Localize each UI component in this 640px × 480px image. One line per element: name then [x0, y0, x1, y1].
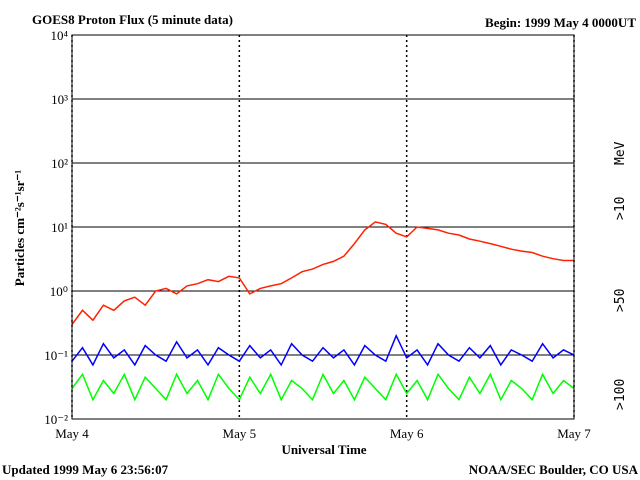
y-tick-label: 10² — [51, 156, 68, 171]
legend-entry: >10 — [613, 197, 628, 220]
x-tick-label: May 5 — [223, 426, 257, 441]
series-line — [71, 221, 574, 325]
y-tick-label: 10⁰ — [50, 284, 68, 299]
x-tick-label: May 4 — [55, 426, 89, 441]
y-tick-label: 10⁻¹ — [44, 348, 68, 363]
y-axis-label: Particles cm⁻²s⁻¹sr⁻¹ — [12, 170, 27, 286]
series-line — [71, 372, 575, 402]
y-tick-label: 10⁴ — [50, 28, 68, 43]
unit-label: MeV — [613, 141, 628, 165]
y-tick-label: 10³ — [51, 92, 68, 107]
legend-entry: >50 — [613, 289, 628, 312]
chart-subtitle: Begin: 1999 May 4 0000UT — [485, 15, 636, 30]
chart-title: GOES8 Proton Flux (5 minute data) — [32, 12, 233, 27]
x-tick-label: May 7 — [557, 426, 591, 441]
legend-entry: >100 — [613, 379, 628, 410]
x-tick-label: May 6 — [390, 426, 424, 441]
plot-frame — [71, 34, 575, 420]
series-line — [71, 333, 575, 367]
x-axis-label: Universal Time — [281, 442, 366, 457]
y-tick-label: 10⁻² — [44, 412, 68, 427]
footer-left: Updated 1999 May 6 23:56:07 — [2, 462, 169, 477]
y-tick-label: 10¹ — [51, 220, 68, 235]
footer-right: NOAA/SEC Boulder, CO USA — [469, 462, 639, 477]
